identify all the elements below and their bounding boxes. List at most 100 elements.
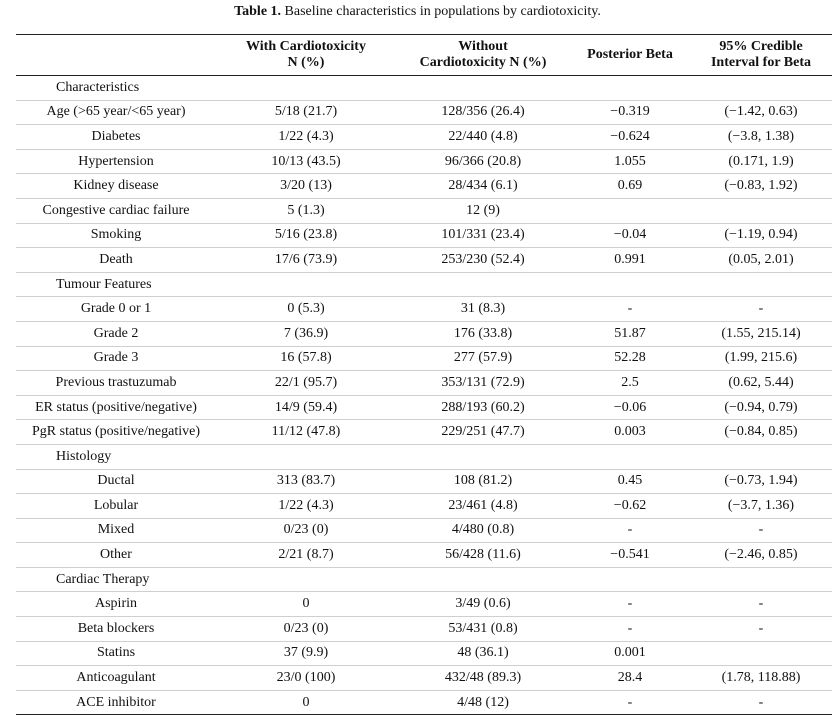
empty-cell [570,444,690,470]
empty-cell [216,75,396,101]
row-label: Previous trastuzumab [16,370,216,396]
cell-credible-interval: - [690,518,832,544]
cell-with-cardiotoxicity: 5 (1.3) [216,198,396,224]
empty-cell [396,567,570,593]
cell-without-cardiotoxicity: 3/49 (0.6) [396,591,570,618]
cell-posterior-beta: −0.319 [570,100,690,126]
cell-without-cardiotoxicity: 101/331 (23.4) [396,223,570,249]
table-row: Ductal 313 (83.7) 108 (81.2) 0.45 (−0.73, 1.… [16,469,832,495]
cell-credible-interval: - [690,591,832,618]
cell-without-cardiotoxicity: 53/431 (0.8) [396,616,570,642]
cell-credible-interval: (0.05, 2.01) [690,247,832,273]
table-caption-text: Baseline characteristics in populations … [281,4,601,19]
table-row: Statins 37 (9.9) 48 (36.1) 0.001 [16,641,832,667]
cell-with-cardiotoxicity: 22/1 (95.7) [216,370,396,396]
cell-credible-interval: (−3.8, 1.38) [690,124,832,150]
cell-credible-interval: - [690,296,832,322]
cell-credible-interval: (−0.73, 1.94) [690,469,832,495]
empty-cell [690,567,832,593]
section-row: Histology [16,444,832,470]
empty-cell [690,272,832,298]
cell-posterior-beta: - [570,690,690,716]
row-label: Grade 3 [16,346,216,372]
empty-cell [570,272,690,298]
row-label: Grade 2 [16,321,216,347]
table-row: Congestive cardiac failure 5 (1.3) 12 (9) [16,198,832,224]
table-row: ER status (positive/negative) 14/9 (59.4)… [16,395,832,421]
empty-cell [396,444,570,470]
cell-without-cardiotoxicity: 31 (8.3) [396,296,570,322]
table-caption-label: Table 1. [234,4,282,19]
cell-without-cardiotoxicity: 28/434 (6.1) [396,173,570,199]
cell-posterior-beta: - [570,518,690,544]
cell-with-cardiotoxicity: 17/6 (73.9) [216,247,396,273]
cell-without-cardiotoxicity: 12 (9) [396,198,570,224]
baseline-characteristics-table: With Cardiotoxicity N (%) Without Cardio… [16,34,832,716]
cell-with-cardiotoxicity: 2/21 (8.7) [216,542,396,568]
cell-credible-interval: (−2.46, 0.85) [690,542,832,568]
row-label: Smoking [16,223,216,249]
cell-with-cardiotoxicity: 7 (36.9) [216,321,396,347]
header-without-line1: Without [458,39,508,54]
cell-with-cardiotoxicity: 0/23 (0) [216,616,396,642]
table-row: Aspirin 0 3/49 (0.6) - - [16,591,832,618]
cell-without-cardiotoxicity: 128/356 (26.4) [396,100,570,126]
cell-without-cardiotoxicity: 56/428 (11.6) [396,542,570,568]
cell-posterior-beta: - [570,616,690,642]
empty-cell [216,272,396,298]
table-row: Age (>65 year/<65 year) 5/18 (21.7) 128/35… [16,100,832,126]
row-label: Aspirin [16,591,216,618]
row-label: Death [16,247,216,273]
empty-cell [216,567,396,593]
empty-cell [570,75,690,101]
table-body: Characteristics Age (>65 year/<65 year) 5/… [16,75,832,716]
cell-without-cardiotoxicity: 176 (33.8) [396,321,570,347]
table-row: Diabetes 1/22 (4.3) 22/440 (4.8) −0.624 (−3.… [16,124,832,150]
cell-without-cardiotoxicity: 23/461 (4.8) [396,493,570,519]
table-row: Grade 3 16 (57.8) 277 (57.9) 52.28 (1.99, 21… [16,346,832,372]
cell-credible-interval [690,198,832,224]
cell-credible-interval: (−0.94, 0.79) [690,395,832,421]
header-characteristic [16,35,216,76]
cell-posterior-beta: 0.003 [570,419,690,445]
cell-with-cardiotoxicity: 1/22 (4.3) [216,493,396,519]
table-row: PgR status (positive/negative) 11/12 (47.… [16,419,832,445]
section-label: Tumour Features [16,272,216,298]
row-label: Ductal [16,469,216,495]
table-header-row: With Cardiotoxicity N (%) Without Cardio… [16,34,832,76]
cell-with-cardiotoxicity: 10/13 (43.5) [216,149,396,175]
cell-with-cardiotoxicity: 313 (83.7) [216,469,396,495]
table-row: Other 2/21 (8.7) 56/428 (11.6) −0.541 (−2.46… [16,542,832,568]
header-without-line2: Cardiotoxicity N (%) [419,55,547,70]
cell-credible-interval: (−1.19, 0.94) [690,223,832,249]
cell-posterior-beta: - [570,296,690,322]
cell-credible-interval: (0.62, 5.44) [690,370,832,396]
row-label: Other [16,542,216,568]
cell-credible-interval: (−1.42, 0.63) [690,100,832,126]
table-row: ACE inhibitor 0 4/48 (12) - - [16,690,832,716]
header-with-line2: N (%) [287,55,325,70]
row-label: ER status (positive/negative) [16,395,216,421]
cell-with-cardiotoxicity: 0 [216,591,396,618]
cell-credible-interval: (1.99, 215.6) [690,346,832,372]
cell-without-cardiotoxicity: 108 (81.2) [396,469,570,495]
row-label: Lobular [16,493,216,519]
header-credible-interval: 95% Credible Interval for Beta [690,35,832,76]
cell-posterior-beta: 0.991 [570,247,690,273]
cell-without-cardiotoxicity: 22/440 (4.8) [396,124,570,150]
header-ci-line2: Interval for Beta [710,55,812,70]
empty-cell [396,75,570,101]
cell-posterior-beta: −0.04 [570,223,690,249]
row-label: ACE inhibitor [16,690,216,716]
empty-cell [216,444,396,470]
cell-without-cardiotoxicity: 4/480 (0.8) [396,518,570,544]
header-posterior-beta: Posterior Beta [587,47,673,62]
cell-credible-interval: (−0.83, 1.92) [690,173,832,199]
header-without-cardiotoxicity: Without Cardiotoxicity N (%) [396,35,570,76]
section-label: Histology [16,444,216,470]
cell-without-cardiotoxicity: 229/251 (47.7) [396,419,570,445]
cell-without-cardiotoxicity: 277 (57.9) [396,346,570,372]
cell-with-cardiotoxicity: 5/18 (21.7) [216,100,396,126]
cell-credible-interval [690,641,832,667]
section-row: Cardiac Therapy [16,567,832,593]
